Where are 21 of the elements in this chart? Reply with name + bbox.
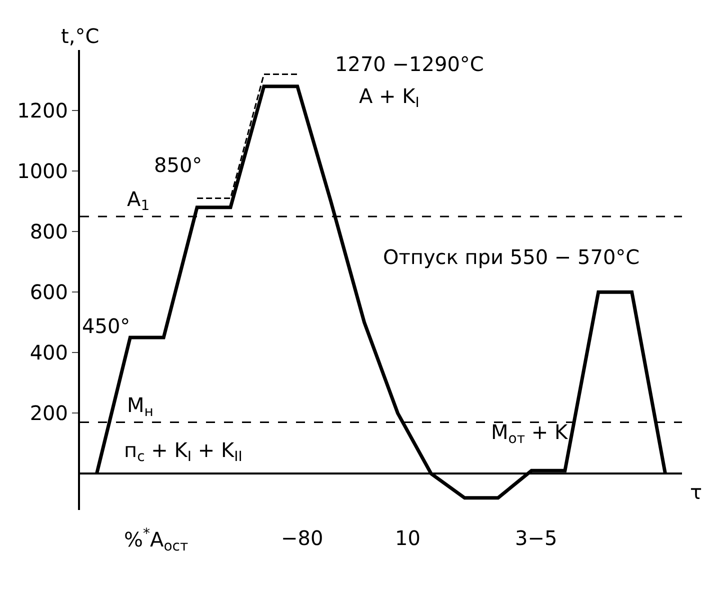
annotation: п$_{с}$ + K$_{I}$ + K$_{II}$ <box>124 438 242 466</box>
annotation: 850° <box>154 153 202 177</box>
y-tick-label: 1200 <box>17 98 68 123</box>
y-tick-label: 1000 <box>17 159 68 184</box>
annotation: M$_{от}$ + K <box>491 420 568 448</box>
annotation: A + K$_{I}$ <box>359 84 420 112</box>
text: %$^{*}$A$_{ост}$ <box>124 526 188 555</box>
ref-line-label: A$_{1}$ <box>127 187 150 214</box>
y-tick-label: 600 <box>30 280 68 304</box>
y-tick-label: 800 <box>30 220 68 244</box>
y-tick-label: 200 <box>30 401 68 426</box>
ref-line-label: M$_{н}$ <box>127 393 154 420</box>
annotation: 1270 −1290°C <box>335 52 484 76</box>
text: 3−5 <box>515 526 558 550</box>
text: −80 <box>281 526 324 550</box>
y-tick-label: 400 <box>30 340 68 365</box>
text: τ <box>690 480 702 504</box>
y-axis-title: t,°C <box>61 24 100 48</box>
text: 10 <box>395 526 420 550</box>
annotation: Отпуск при 550 − 570°C <box>383 245 640 269</box>
annotation: 450° <box>82 314 130 338</box>
